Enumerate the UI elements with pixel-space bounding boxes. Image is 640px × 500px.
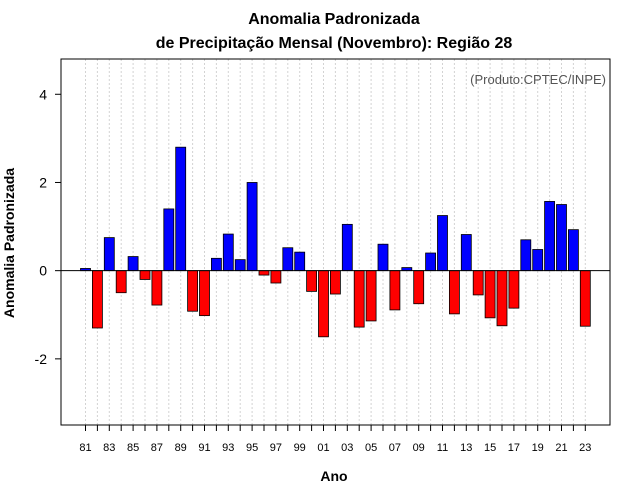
chart-title-line1: Anomalia Padronizada: [248, 11, 420, 28]
x-tick-label: 03: [341, 442, 353, 454]
y-tick-label: 4: [39, 86, 47, 102]
bar-1989: [175, 146, 187, 272]
x-tick-label: 05: [365, 442, 377, 454]
y-tick-label: 0: [39, 263, 47, 279]
bar-2023: [579, 270, 591, 327]
bar-1997: [270, 270, 282, 284]
bar-2000: [306, 270, 318, 292]
bar-1992: [210, 257, 222, 272]
x-tick-label: 07: [389, 442, 401, 454]
bars: [80, 146, 591, 338]
source-annotation: (Produto:CPTEC/INPE): [470, 72, 606, 87]
bar-2010: [425, 252, 437, 272]
bar-1993: [222, 233, 234, 272]
bar-1982: [92, 270, 103, 329]
y-tick-label: 2: [39, 174, 47, 190]
chart-title-line2: de Precipitação Mensal (Novembro): Regiã…: [156, 35, 513, 52]
bar-2015: [484, 270, 496, 319]
bar-1998: [282, 247, 294, 272]
x-tick-label: 87: [151, 442, 163, 454]
bar-2016: [496, 270, 508, 327]
bar-2003: [341, 223, 353, 272]
x-tick-label: 99: [294, 442, 306, 454]
bar-2007: [389, 270, 401, 311]
x-tick-label: 21: [555, 442, 567, 454]
bar-2014: [472, 270, 484, 296]
x-tick-label: 85: [127, 442, 139, 454]
bar-2004: [353, 270, 365, 328]
x-tick-label: 91: [198, 442, 210, 454]
bar-2018: [520, 239, 532, 272]
bar-1990: [187, 270, 199, 312]
x-tick-label: 11: [437, 442, 448, 454]
x-tick-label: 01: [317, 442, 329, 454]
y-axis-title: Anomalia Padronizada: [1, 168, 17, 318]
bar-2011: [437, 215, 448, 272]
bar-2001: [318, 270, 329, 338]
x-axis: 81 83 85 87 89 91 93 95 97 99 01 03 05 07 09 11 13 15 17 19…: [79, 425, 591, 454]
bar-2012: [448, 270, 460, 315]
bar-2006: [377, 243, 389, 272]
bar-2005: [365, 270, 377, 322]
y-axis: -2 0 2 4: [35, 86, 61, 367]
bar-1996: [258, 270, 270, 276]
bar-1999: [294, 251, 306, 272]
x-axis-title: Ano: [320, 468, 347, 484]
x-tick-label: 19: [532, 442, 544, 454]
bar-1983: [103, 237, 115, 272]
bar-1986: [139, 270, 151, 280]
x-tick-label: 89: [175, 442, 187, 454]
bar-1988: [163, 208, 175, 272]
x-tick-label: 09: [413, 442, 425, 454]
bar-2021: [556, 204, 567, 272]
bar-2009: [413, 270, 425, 305]
bar-1995: [246, 182, 258, 272]
x-tick-label: 17: [508, 442, 520, 454]
bar-2019: [532, 249, 544, 272]
y-tick-label: -2: [35, 351, 48, 367]
bar-1984: [115, 270, 127, 294]
bar-2017: [508, 270, 520, 309]
x-tick-label: 81: [79, 442, 91, 454]
x-tick-label: 13: [460, 442, 472, 454]
bar-2022: [568, 229, 579, 272]
bar-1985: [127, 256, 139, 272]
bar-2002: [329, 270, 341, 295]
bar-1987: [151, 270, 163, 306]
bar-2013: [460, 234, 472, 272]
x-tick-label: 97: [270, 442, 282, 454]
bar-2020: [544, 201, 555, 272]
grid-lines: [85, 59, 586, 425]
bar-1994: [234, 259, 246, 272]
x-tick-label: 83: [103, 442, 115, 454]
x-tick-label: 23: [579, 442, 591, 454]
bar-1991: [199, 270, 210, 317]
x-tick-label: 93: [222, 442, 234, 454]
x-tick-label: 15: [484, 442, 496, 454]
x-tick-label: 95: [246, 442, 258, 454]
